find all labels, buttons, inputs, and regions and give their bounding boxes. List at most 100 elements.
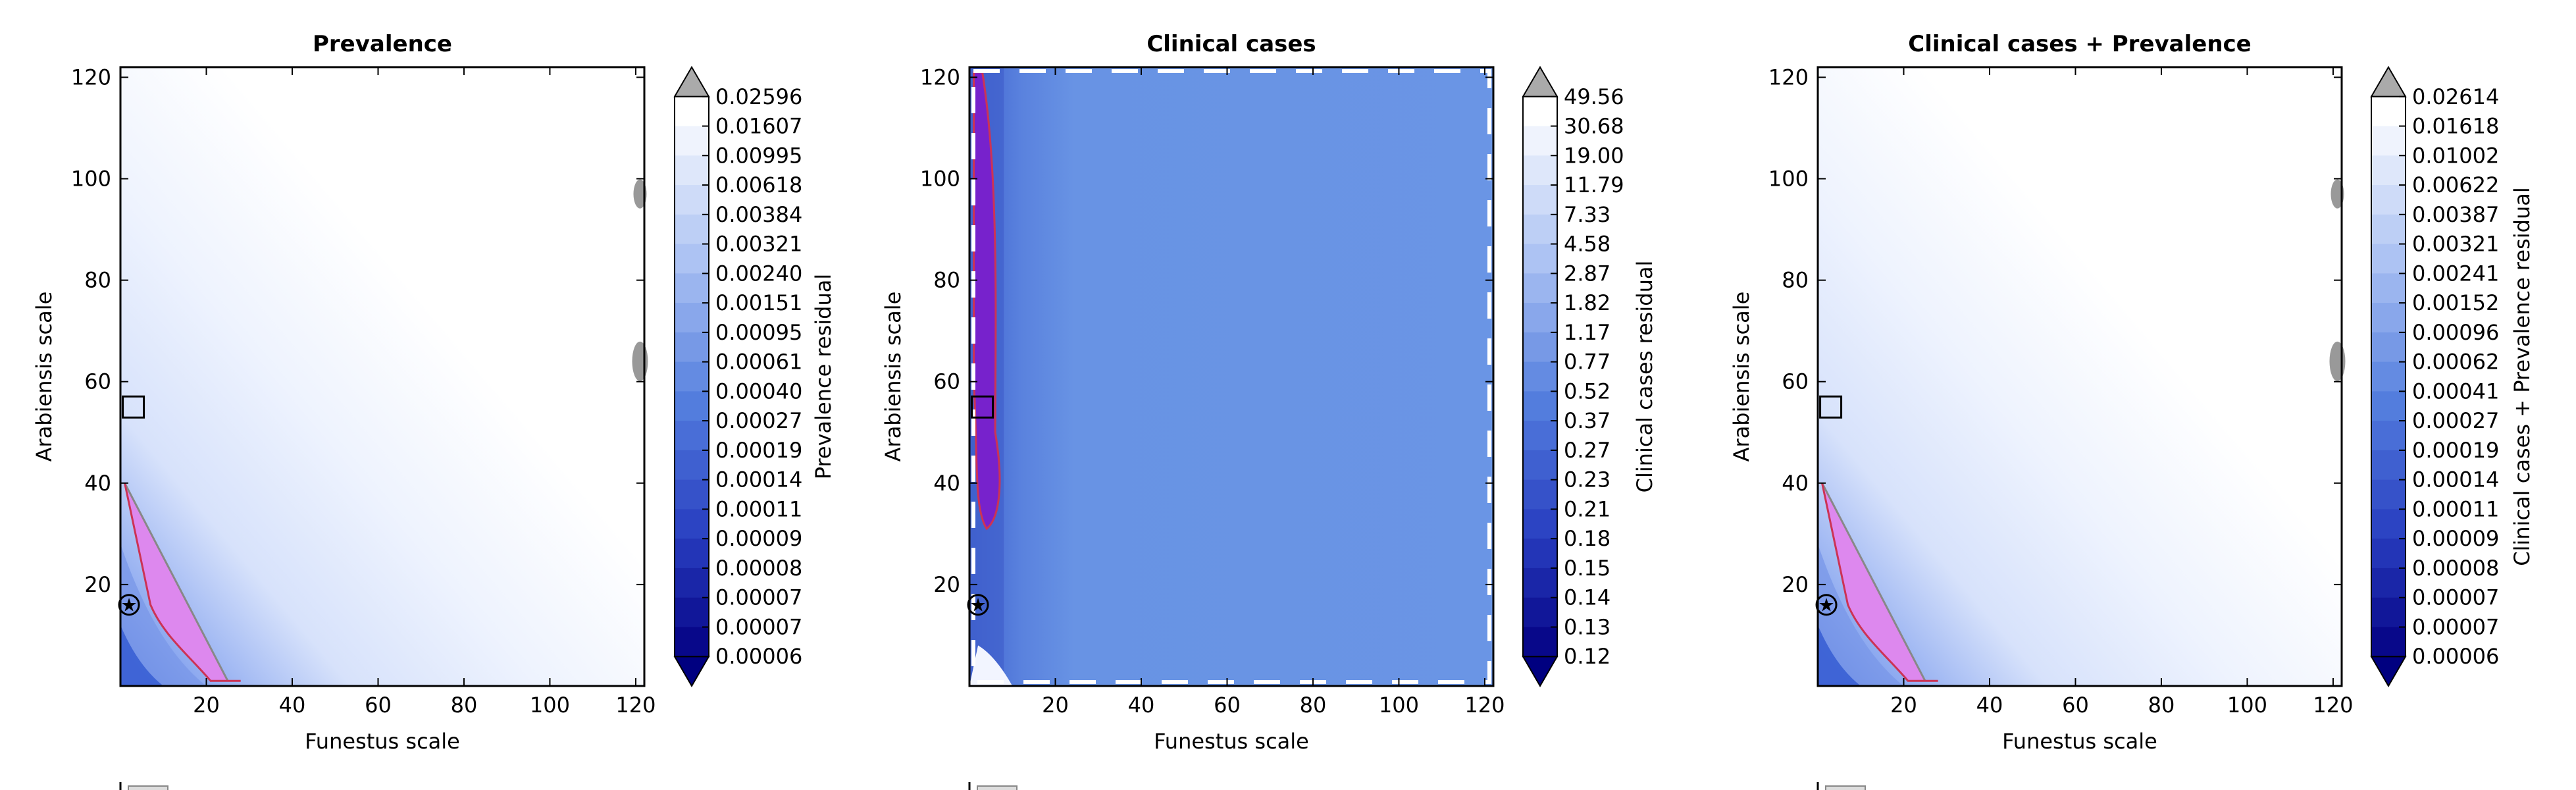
y-tick-label: 100 bbox=[71, 167, 111, 192]
colorbar-tick-label: 0.00009 bbox=[715, 526, 802, 551]
colorbar-tick-label: 0.00027 bbox=[2412, 408, 2499, 433]
y-tick-label: 100 bbox=[1768, 167, 1809, 192]
colorbar-tick-label: 49.56 bbox=[1564, 84, 1624, 109]
colorbar-segment bbox=[2371, 126, 2406, 156]
colorbar-segment bbox=[2371, 332, 2406, 363]
colorbar-frame bbox=[1522, 95, 1558, 658]
heatmap-field bbox=[120, 67, 644, 686]
y-tick-label: 20 bbox=[933, 572, 960, 597]
colorbar-segment bbox=[675, 479, 709, 510]
colorbar-segment bbox=[675, 567, 709, 598]
colorbar-segment bbox=[1523, 539, 1557, 569]
colorbar-segment bbox=[675, 273, 709, 303]
chart-panel-2: Clinical cases + Prevalence ★ 20 40 60 80 100 1… bbox=[1729, 31, 2535, 790]
gray-blob bbox=[2331, 179, 2344, 209]
x-tick-label: 20 bbox=[193, 693, 220, 718]
colorbar-segment bbox=[1523, 273, 1557, 303]
y-tick-label: 80 bbox=[933, 268, 960, 293]
colorbar-tick-label: 0.00007 bbox=[715, 585, 802, 610]
axes-frame bbox=[119, 66, 646, 687]
colorbar-tick-label: 0.00061 bbox=[715, 350, 802, 375]
lowest-residual-corner bbox=[120, 625, 164, 686]
colorbar-segment bbox=[2371, 96, 2406, 127]
colorbar-segment bbox=[2371, 303, 2406, 333]
x-tick-label: 120 bbox=[2313, 693, 2353, 718]
colorbar-label: Clinical cases + Prevalence residual bbox=[2510, 187, 2535, 566]
colorbar-segment bbox=[1523, 303, 1557, 333]
colorbar-tick-label: 0.00011 bbox=[2412, 496, 2499, 521]
colorbar-segment bbox=[2371, 361, 2406, 392]
chart-title: Clinical cases bbox=[1146, 31, 1316, 57]
colorbar-tick-label: 0.02614 bbox=[2412, 84, 2499, 109]
colorbar: 0.02614 0.01618 0.01002 0.00622 0.00387 0.003… bbox=[2370, 66, 2535, 687]
colorbar-tick-label: 0.00007 bbox=[715, 614, 802, 639]
x-tick-label: 20 bbox=[1042, 693, 1069, 718]
colorbar-segment bbox=[1523, 567, 1557, 598]
y-tick-label: 60 bbox=[84, 369, 111, 394]
colorbar-tick-label: 0.00007 bbox=[2412, 585, 2499, 610]
colorbar-tick-label: 0.00321 bbox=[2412, 232, 2499, 257]
colorbar-tick-label: 7.33 bbox=[1564, 202, 1610, 227]
low-residual-corner bbox=[120, 544, 207, 686]
x-axis-label: Funestus scale bbox=[305, 729, 460, 754]
colorbar-tick-label: 4.58 bbox=[1564, 232, 1610, 257]
lowest-residual-corner bbox=[1818, 625, 1861, 686]
x-tick-label: 120 bbox=[615, 693, 656, 718]
legend-stub-patch bbox=[128, 785, 168, 790]
colorbar-segment bbox=[675, 450, 709, 481]
colorbar-extend-max bbox=[2370, 66, 2407, 97]
colorbar-segment bbox=[1523, 391, 1557, 421]
region-edge bbox=[1821, 483, 1926, 681]
colorbar-tick-label: 1.17 bbox=[1564, 320, 1610, 345]
colorbar-tick-label: 0.00014 bbox=[715, 467, 802, 492]
colorbar-tick-label: 19.00 bbox=[1564, 143, 1624, 168]
x-axis-label: Funestus scale bbox=[1154, 729, 1309, 754]
y-tick-label: 20 bbox=[1782, 572, 1809, 597]
colorbar-segment bbox=[2371, 214, 2406, 245]
colorbar-segment bbox=[1523, 185, 1557, 215]
star-marker-circle bbox=[118, 594, 140, 616]
colorbar-tick-label: 0.00151 bbox=[715, 290, 802, 315]
colorbar-segment bbox=[2371, 597, 2406, 627]
colorbar-segment bbox=[2371, 273, 2406, 303]
y-tick-label: 60 bbox=[1782, 369, 1809, 394]
x-axis-label: Funestus scale bbox=[2002, 729, 2157, 754]
colorbar-tick-label: 0.15 bbox=[1564, 556, 1610, 581]
colorbar: 0.02596 0.01607 0.00995 0.00618 0.00384 0.003… bbox=[673, 66, 836, 687]
colorbar-tick-label: 0.00011 bbox=[715, 496, 802, 521]
colorbar-tick-label: 0.37 bbox=[1564, 408, 1610, 433]
colorbar-label: Prevalence residual bbox=[811, 274, 836, 480]
legend-stub-patch bbox=[1825, 785, 1866, 790]
colorbar-tick-label: 0.27 bbox=[1564, 438, 1610, 463]
x-tick-label: 80 bbox=[451, 693, 478, 718]
colorbar-tick-label: 0.00040 bbox=[715, 379, 802, 404]
colorbar-segment bbox=[675, 185, 709, 215]
x-tick-label: 100 bbox=[2227, 693, 2267, 718]
axes-frame bbox=[1816, 66, 2343, 687]
colorbar-tick-label: 0.00006 bbox=[2412, 644, 2499, 669]
colorbar-tick-label: 0.00618 bbox=[715, 172, 802, 198]
colorbar-segment bbox=[1523, 509, 1557, 539]
x-tick-label: 80 bbox=[2148, 693, 2175, 718]
colorbar-tick-label: 0.01002 bbox=[2412, 143, 2499, 168]
colorbar-tick-label: 0.00014 bbox=[2412, 467, 2499, 492]
chart-title: Clinical cases + Prevalence bbox=[1908, 31, 2252, 57]
square-marker bbox=[1819, 395, 1843, 419]
chart-panel-1: Clinical cases ★ 20 40 60 80 100 120 20 40 60 80 100… bbox=[881, 31, 1657, 790]
colorbar-tick-label: 0.00019 bbox=[715, 438, 802, 463]
colorbar-tick-label: 0.00240 bbox=[715, 261, 802, 286]
colorbar-tick-label: 0.00321 bbox=[715, 232, 802, 257]
colorbar-tick-label: 0.13 bbox=[1564, 614, 1610, 639]
y-tick-label: 40 bbox=[84, 471, 111, 496]
colorbar: 49.56 30.68 19.00 11.79 7.33 4.58 2.87 1.82 1.17… bbox=[1522, 66, 1657, 687]
colorbar-tick-label: 0.00152 bbox=[2412, 290, 2499, 315]
colorbar-segment bbox=[675, 597, 709, 627]
colorbar-tick-label: 2.87 bbox=[1564, 261, 1610, 286]
square-marker bbox=[122, 395, 145, 419]
colorbar-tick-label: 0.00019 bbox=[2412, 438, 2499, 463]
x-tick-label: 80 bbox=[1300, 693, 1327, 718]
chart-title: Prevalence bbox=[313, 31, 452, 57]
colorbar-segment bbox=[2371, 391, 2406, 421]
colorbar-segment bbox=[1523, 421, 1557, 451]
